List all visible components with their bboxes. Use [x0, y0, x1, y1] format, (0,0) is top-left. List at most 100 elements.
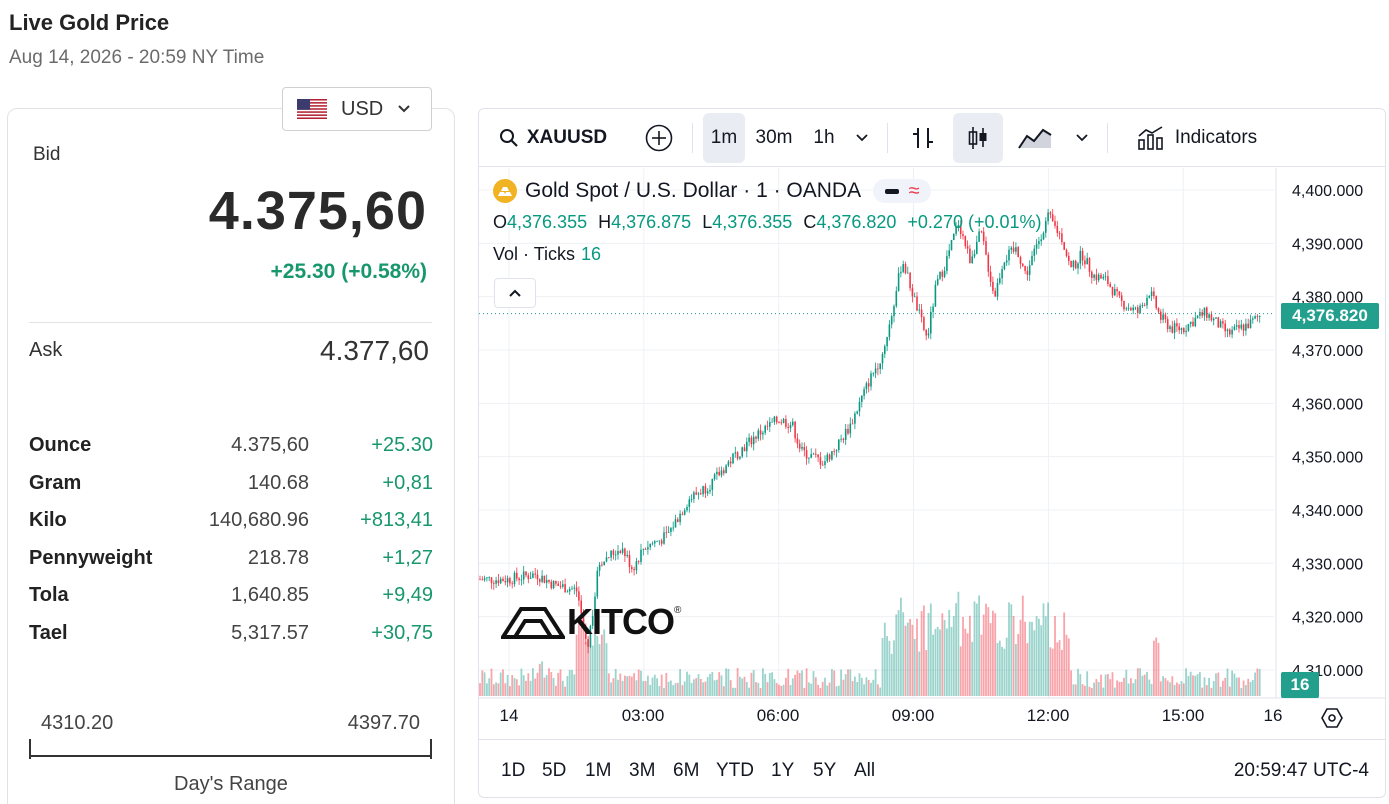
interval-30m[interactable]: 30m: [755, 127, 793, 148]
chevron-down-icon: [398, 105, 410, 113]
range-all-button[interactable]: All: [854, 760, 876, 781]
volume-bar: [1049, 647, 1052, 696]
candle-body: [971, 256, 973, 263]
chart-settings-icon[interactable]: [1321, 707, 1343, 729]
range-5y-button[interactable]: 5Y: [813, 760, 837, 781]
candle-body: [1065, 249, 1068, 256]
candle-body: [552, 581, 555, 589]
candle-body: [886, 337, 888, 347]
volume-bar: [1219, 686, 1222, 696]
volume-label: Vol · Ticks: [493, 244, 576, 264]
candle-body: [585, 626, 587, 639]
volume-bar: [957, 591, 960, 696]
range-6m-button[interactable]: 6M: [673, 760, 700, 781]
volume-bar: [773, 679, 776, 696]
price-chart[interactable]: 4,400.000 4,390.000 4,380.000 4,370.000 4,36…: [479, 168, 1385, 748]
range-5d-button[interactable]: 5D: [542, 760, 567, 781]
candles-style-button[interactable]: [953, 113, 1003, 163]
volume-bar: [697, 674, 700, 696]
interval-1h[interactable]: 1h: [813, 127, 835, 148]
volume-bar: [803, 687, 806, 696]
volume-bar: [518, 685, 520, 696]
indicators-label: Indicators: [1174, 127, 1258, 148]
volume-bar: [959, 646, 962, 696]
candle-body: [748, 437, 750, 442]
y-tick-label: 4,370.000: [1292, 343, 1363, 360]
range-1y-button[interactable]: 1Y: [771, 760, 795, 781]
volume-bar: [1130, 678, 1132, 696]
interval-1m[interactable]: 1m: [703, 113, 745, 163]
range-bar: 1D 5D 1M 3M 6M YTD 1Y 5Y All 20:59:47 UT…: [479, 739, 1385, 797]
candle-body: [743, 447, 746, 452]
volume-bar: [1081, 684, 1084, 696]
candle-body: [488, 577, 490, 579]
volume-bar: [603, 629, 606, 696]
candle-body: [1079, 250, 1082, 264]
volume-bar: [989, 623, 992, 696]
volume-bar: [529, 680, 532, 696]
collapse-legend-button[interactable]: [494, 278, 536, 308]
candle-body: [596, 570, 599, 597]
volume-bar: [982, 614, 985, 696]
volume-bar: [727, 669, 730, 696]
volume-bar: [1028, 621, 1031, 696]
range-ytd-button[interactable]: YTD: [716, 760, 754, 781]
chart-legend-title: Gold Spot / U.S. Dollar · 1 · OANDA ≈: [493, 179, 932, 203]
unit-name: Tola: [29, 584, 69, 607]
candle-body: [674, 519, 677, 528]
volume-bar: [538, 664, 541, 696]
range-1d-button[interactable]: 1D: [501, 760, 526, 781]
candle-body: [1212, 318, 1215, 321]
candle-body: [1038, 241, 1040, 245]
chart-clock[interactable]: 20:59:47 UTC-4: [1233, 760, 1369, 781]
candlestick-icon: [968, 127, 987, 149]
volume-bar: [985, 603, 987, 696]
symbol-search-button[interactable]: XAUUSD: [493, 113, 613, 163]
candle-body: [819, 457, 822, 465]
candle-body: [755, 436, 757, 439]
compare-button[interactable]: [639, 113, 679, 163]
candle-body: [1074, 260, 1077, 269]
volume-bar: [1139, 668, 1141, 696]
candle-body: [704, 486, 707, 494]
candle-body: [688, 499, 691, 507]
volume-bar: [649, 684, 652, 696]
range-3m-button[interactable]: 3M: [629, 760, 656, 781]
candle-body: [1157, 308, 1160, 312]
bar-style-button[interactable]: [903, 113, 943, 163]
volume-bar: [557, 672, 560, 696]
volume-bar: [1044, 616, 1047, 696]
indicators-button[interactable]: Indicators: [1127, 113, 1267, 163]
volume-bar: [904, 625, 907, 696]
volume-bar: [688, 674, 691, 696]
chart-style-dropdown[interactable]: [1069, 113, 1095, 163]
volume-bar: [1247, 678, 1250, 696]
candle-body: [1235, 325, 1238, 327]
volume-bar: [752, 670, 755, 696]
volume-bar: [543, 677, 546, 696]
volume-bar: [548, 668, 550, 696]
volume-bar: [842, 679, 845, 696]
area-style-button[interactable]: [1013, 113, 1057, 163]
range-1m-button[interactable]: 1M: [585, 760, 612, 781]
candle-body: [483, 578, 486, 580]
volume-bar: [605, 643, 608, 696]
candle-body: [529, 577, 532, 579]
candle-body: [925, 329, 927, 336]
volume-bar: [1178, 684, 1181, 696]
volume-bar: [1222, 680, 1224, 696]
candle-body: [867, 383, 870, 387]
interval-dropdown[interactable]: [849, 113, 875, 163]
volume-bar: [1065, 634, 1068, 696]
volume-bar: [1166, 680, 1169, 696]
candle-body: [709, 489, 711, 492]
candle-body: [534, 573, 536, 575]
candle-body: [1109, 283, 1111, 287]
currency-select[interactable]: USD: [282, 87, 432, 131]
legend-controls[interactable]: ≈: [873, 179, 932, 203]
volume-bar: [1180, 681, 1183, 696]
volume-bar: [561, 680, 564, 696]
candle-body: [614, 554, 617, 556]
candle-body: [1180, 328, 1183, 331]
volume-bar: [1136, 668, 1139, 696]
